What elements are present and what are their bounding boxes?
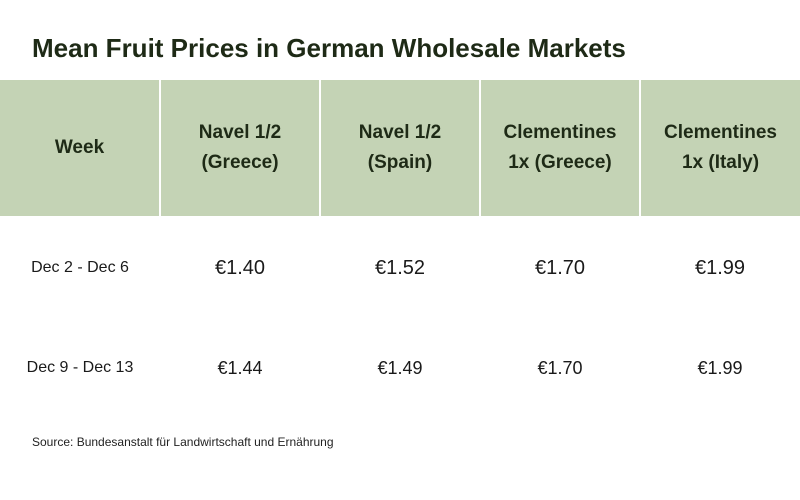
column-header-clementines-greece: Clementines 1x (Greece) xyxy=(480,80,641,216)
price-cell: €1.99 xyxy=(697,357,743,378)
week-cell: Dec 2 - Dec 6 xyxy=(31,259,129,276)
header-line: Navel 1/2 xyxy=(358,122,442,143)
header-line: 1x (Italy) xyxy=(681,152,760,173)
table-row: Dec 2 - Dec 6 €1.40 €1.52 €1.70 €1.99 xyxy=(0,216,800,320)
price-cell: €1.40 xyxy=(214,256,266,279)
header-line: (Spain) xyxy=(367,152,433,173)
week-cell: Dec 9 - Dec 13 xyxy=(26,359,134,376)
price-cell: €1.70 xyxy=(537,357,583,378)
column-header-clementines-italy: Clementines 1x (Italy) xyxy=(640,80,800,216)
price-cell: €1.44 xyxy=(217,357,263,378)
price-cell: €1.49 xyxy=(377,357,423,378)
chart-title: Mean Fruit Prices in German Wholesale Ma… xyxy=(32,33,626,63)
header-row: Week Navel 1/2 (Greece) Navel 1/2 (Spain… xyxy=(0,80,800,216)
price-cell: €1.99 xyxy=(694,256,746,279)
header-line: (Greece) xyxy=(201,152,279,173)
header-line: 1x (Greece) xyxy=(508,152,612,173)
column-header-navel-spain: Navel 1/2 (Spain) xyxy=(320,80,481,216)
source-note: Source: Bundesanstalt für Landwirtschaft… xyxy=(32,435,334,449)
price-cell: €1.52 xyxy=(374,256,426,279)
column-header-navel-greece: Navel 1/2 (Greece) xyxy=(160,80,321,216)
table-row: Dec 9 - Dec 13 €1.44 €1.49 €1.70 €1.99 xyxy=(0,320,800,416)
header-line: Navel 1/2 xyxy=(198,122,282,143)
header-line: Clementines xyxy=(503,122,617,143)
column-header-week: Week xyxy=(0,80,161,216)
price-cell: €1.70 xyxy=(534,256,586,279)
header-line: Week xyxy=(54,137,105,158)
header-line: Clementines xyxy=(664,122,777,143)
price-table: Week Navel 1/2 (Greece) Navel 1/2 (Spain… xyxy=(0,80,800,416)
